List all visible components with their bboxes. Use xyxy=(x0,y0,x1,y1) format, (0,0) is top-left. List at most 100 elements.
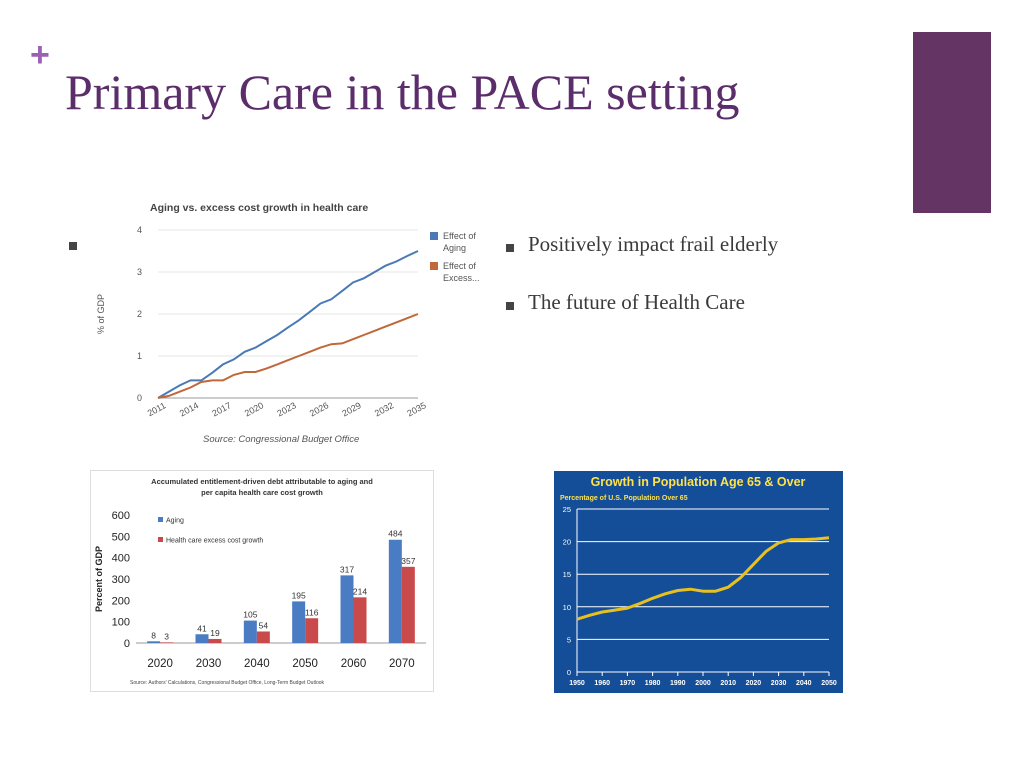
y-axis-label: % of GDP xyxy=(96,294,106,334)
bar-aging xyxy=(243,620,257,643)
chart-title: Growth in Population Age 65 & Over xyxy=(591,475,806,489)
empty-bullet-marker xyxy=(69,242,77,250)
y-tick-label: 1 xyxy=(137,351,142,361)
y-axis-label: Percent of GDP xyxy=(94,546,104,612)
chart-title: Accumulated entitlement-driven debt attr… xyxy=(151,477,373,497)
y-tick-label: 2 xyxy=(137,309,142,319)
x-tick-label: 2029 xyxy=(340,400,362,418)
x-tick-label: 2023 xyxy=(275,400,297,418)
y-tick-label: 600 xyxy=(112,510,130,522)
x-tick-label: 2020 xyxy=(746,680,762,687)
slide-title: Primary Care in the PACE setting xyxy=(65,64,740,120)
x-tick-label: 2040 xyxy=(796,680,812,687)
data-label: 116 xyxy=(305,607,319,617)
bar-excess-cost xyxy=(305,618,319,643)
series-line-2 xyxy=(157,313,419,399)
legend-swatch xyxy=(158,517,163,522)
y-tick-label: 100 xyxy=(112,617,130,629)
chart-title: Aging vs. excess cost growth in health c… xyxy=(150,202,368,214)
legend-label-2: Effect of Excess... xyxy=(443,261,480,283)
x-tick-label: 2040 xyxy=(244,658,270,670)
y-tick-label: 15 xyxy=(563,570,571,579)
plus-icon: + xyxy=(30,36,50,74)
x-tick-label: 1960 xyxy=(594,680,610,687)
x-tick-label: 2026 xyxy=(308,400,330,418)
legend-label-1: Aging xyxy=(166,518,184,525)
x-tick-label: 2014 xyxy=(178,400,200,418)
legend-label-2: Health care excess cost growth xyxy=(166,538,263,545)
x-tick-label: 1990 xyxy=(670,680,686,687)
y-tick-label: 4 xyxy=(137,225,142,235)
x-tick-label: 1950 xyxy=(569,680,585,687)
x-tick-label: 1970 xyxy=(620,680,636,687)
x-tick-label: 2070 xyxy=(389,658,415,670)
y-tick-label: 300 xyxy=(112,574,130,586)
x-tick-label: 2010 xyxy=(720,680,736,687)
data-label: 105 xyxy=(243,610,257,620)
x-tick-label: 2035 xyxy=(405,400,427,418)
bar-excess-cost xyxy=(401,566,415,643)
bar-excess-cost xyxy=(160,642,174,643)
y-tick-label: 3 xyxy=(137,267,142,277)
bullet-text-1: Positively impact frail elderly xyxy=(528,232,779,256)
data-label: 214 xyxy=(353,586,367,596)
bullet-marker xyxy=(506,302,514,310)
y-tick-label: 20 xyxy=(563,538,571,547)
y-tick-label: 0 xyxy=(124,638,130,650)
legend-label-1: Effect of Aging xyxy=(443,231,476,253)
aging-vs-cost-line-chart: Aging vs. excess cost growth in health c… xyxy=(96,202,480,445)
y-tick-label: 400 xyxy=(112,553,130,565)
bar-aging xyxy=(195,634,209,643)
data-label: 317 xyxy=(340,564,354,574)
x-tick-label: 2030 xyxy=(771,680,787,687)
x-tick-label: 2020 xyxy=(243,400,265,418)
data-label: 195 xyxy=(292,590,306,600)
chart-source: Source: Congressional Budget Office xyxy=(203,434,359,445)
population-65-line-chart: Growth in Population Age 65 & Over Percen… xyxy=(554,471,843,693)
chart-subtitle: Percentage of U.S. Population Over 65 xyxy=(560,495,688,502)
bullet-marker xyxy=(506,244,514,252)
bullet-text-2: The future of Health Care xyxy=(528,290,745,314)
data-label: 19 xyxy=(210,628,220,638)
entitlement-debt-bar-chart: Accumulated entitlement-driven debt attr… xyxy=(90,470,434,692)
y-tick-label: 0 xyxy=(137,393,142,403)
bar-excess-cost xyxy=(353,597,367,643)
legend-swatch xyxy=(158,537,163,542)
legend-swatch xyxy=(430,262,438,270)
data-label: 8 xyxy=(151,630,156,640)
x-tick-label: 2050 xyxy=(821,680,837,687)
bar-excess-cost xyxy=(256,631,270,643)
bar-aging xyxy=(340,575,354,643)
bar-aging xyxy=(147,641,161,643)
chart-background xyxy=(554,471,843,693)
x-tick-label: 1980 xyxy=(645,680,661,687)
data-label: 3 xyxy=(164,631,169,641)
y-tick-label: 200 xyxy=(112,595,130,607)
x-tick-label: 2060 xyxy=(341,658,367,670)
bar-aging xyxy=(388,539,402,643)
y-tick-label: 5 xyxy=(567,635,571,644)
x-tick-label: 2011 xyxy=(146,400,168,418)
y-tick-label: 25 xyxy=(563,505,571,514)
y-tick-label: 0 xyxy=(567,668,571,677)
x-tick-label: 2000 xyxy=(695,680,711,687)
accent-bar xyxy=(913,32,991,213)
series-line-1 xyxy=(157,250,419,399)
x-tick-label: 2020 xyxy=(147,658,173,670)
y-tick-label: 10 xyxy=(563,603,571,612)
x-tick-label: 2017 xyxy=(210,400,232,418)
x-tick-label: 2030 xyxy=(196,658,222,670)
y-tick-label: 500 xyxy=(112,531,130,543)
chart-frame xyxy=(90,470,434,692)
data-label: 484 xyxy=(388,529,402,539)
bar-excess-cost xyxy=(208,638,222,643)
data-label: 357 xyxy=(401,556,415,566)
series-line xyxy=(576,536,830,621)
x-tick-label: 2032 xyxy=(373,400,395,418)
bar-aging xyxy=(292,601,306,643)
x-tick-label: 2050 xyxy=(292,658,318,670)
legend-swatch xyxy=(430,232,438,240)
data-label: 54 xyxy=(259,620,269,630)
data-label: 41 xyxy=(197,623,207,633)
chart-source: Source: Authors' Calculations, Congressi… xyxy=(130,680,325,686)
